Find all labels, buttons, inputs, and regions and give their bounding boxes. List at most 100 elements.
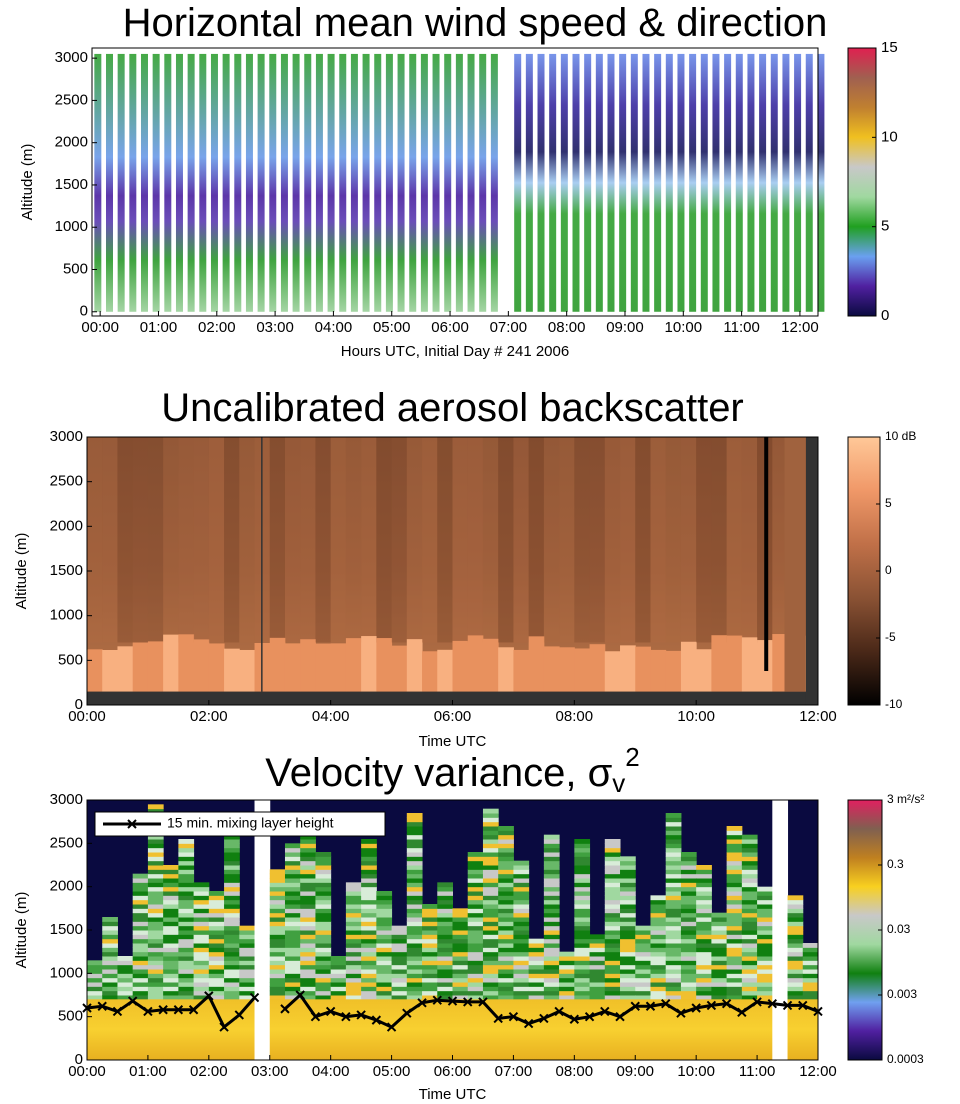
variance-cell: [467, 878, 484, 883]
wind-barb-column: [385, 53, 393, 312]
variance-cell: [132, 882, 149, 888]
variance-cell: [604, 882, 621, 888]
y-tick-label: 1000: [55, 218, 88, 235]
variance-cell: [163, 977, 179, 983]
variance-cell: [178, 977, 195, 983]
x-tick-label: 05:00: [373, 319, 411, 336]
wind-barb-column: [164, 53, 172, 312]
variance-cell: [163, 986, 179, 992]
variance-cell: [284, 882, 301, 888]
variance-cell: [406, 886, 423, 892]
variance-cell: [178, 990, 195, 996]
x-axis-label: Time UTC: [419, 733, 487, 750]
variance-cell: [696, 908, 712, 914]
variance-cell: [665, 856, 682, 862]
variance-cell: [422, 977, 438, 983]
variance-cell: [376, 964, 393, 970]
variance-cell: [284, 886, 301, 892]
variance-cell: [224, 977, 240, 983]
variance-cell: [802, 986, 819, 992]
backscatter-column: [102, 437, 118, 643]
colorbar-tick-label: 3 m²/s²: [887, 792, 924, 806]
no-data: [254, 800, 271, 1060]
backscatter-layer: [665, 650, 682, 692]
wind-barb-column: [257, 53, 265, 312]
variance-cell: [543, 860, 560, 866]
variance-cell: [513, 956, 530, 961]
variance-cell: [513, 869, 530, 875]
variance-cell: [513, 891, 530, 896]
variance-cell: [132, 904, 149, 909]
variance-cell: [330, 956, 347, 961]
series-marker: [280, 1004, 290, 1014]
variance-cell: [269, 921, 286, 927]
variance-cell: [376, 925, 393, 931]
backscatter-column: [528, 437, 544, 643]
variance-cell: [650, 960, 667, 966]
wind-barb-column: [794, 53, 802, 312]
backscatter-column: [284, 437, 301, 643]
variance-cell: [741, 895, 758, 901]
variance-cell: [543, 899, 560, 905]
variance-cell: [239, 960, 256, 966]
variance-cell: [284, 912, 301, 918]
variance-cell: [680, 986, 697, 992]
backscatter-column: [178, 437, 194, 643]
backscatter-column: [711, 437, 727, 643]
wind-barb-column: [420, 53, 428, 312]
x-tick-label: 01:00: [140, 319, 178, 336]
variance-cell: [787, 969, 804, 974]
variance-cell: [284, 904, 301, 909]
variance-cell: [741, 995, 758, 1000]
variance-cell: [147, 912, 164, 918]
variance-cell: [513, 895, 530, 901]
variance-cell: [757, 938, 773, 944]
variance-cell: [620, 982, 636, 987]
variance-cell: [345, 986, 362, 992]
variance-cell: [726, 921, 743, 927]
variance-cell: [498, 960, 514, 966]
variance-cell: [193, 899, 210, 905]
variance-cell: [620, 904, 636, 909]
variance-cell: [467, 925, 484, 931]
variance-cell: [543, 917, 560, 922]
variance-cell: [680, 964, 697, 970]
variance-cell: [513, 999, 530, 1060]
variance-cell: [513, 934, 530, 940]
backscatter-column: [300, 437, 316, 643]
wind-barb-column: [654, 53, 662, 312]
variance-cell: [178, 999, 195, 1060]
variance-cell: [574, 899, 591, 905]
variance-cell: [437, 934, 453, 940]
variance-cell: [147, 995, 164, 1000]
variance-cell: [269, 930, 286, 935]
variance-cell: [787, 995, 804, 1000]
variance-cell: [147, 973, 164, 979]
variance-cell: [604, 973, 621, 979]
variance-cell: [300, 930, 316, 935]
variance-cell: [361, 999, 377, 1060]
x-tick-label: 06:00: [431, 319, 469, 336]
variance-cell: [239, 999, 256, 1060]
variance-cell: [300, 860, 316, 866]
variance-cell: [406, 938, 423, 944]
variance-cell: [635, 938, 651, 944]
series-marker: [798, 1000, 808, 1011]
variance-cell: [345, 960, 362, 966]
variance-cell: [665, 925, 682, 931]
variance-cell: [102, 977, 118, 983]
variance-cell: [513, 960, 530, 966]
variance-cell: [650, 999, 667, 1060]
variance-cell: [132, 956, 149, 961]
variance-cell: [208, 951, 225, 957]
variance-cell: [284, 847, 301, 853]
variance-cell: [406, 912, 423, 918]
variance-cell: [574, 938, 591, 944]
variance-cell: [757, 999, 773, 1060]
variance-cell: [163, 912, 179, 918]
variance-cell: [528, 960, 545, 966]
variance-cell: [513, 908, 530, 914]
y-tick-label: 500: [58, 651, 83, 668]
variance-cell: [315, 895, 332, 901]
variance-cell: [574, 973, 591, 979]
